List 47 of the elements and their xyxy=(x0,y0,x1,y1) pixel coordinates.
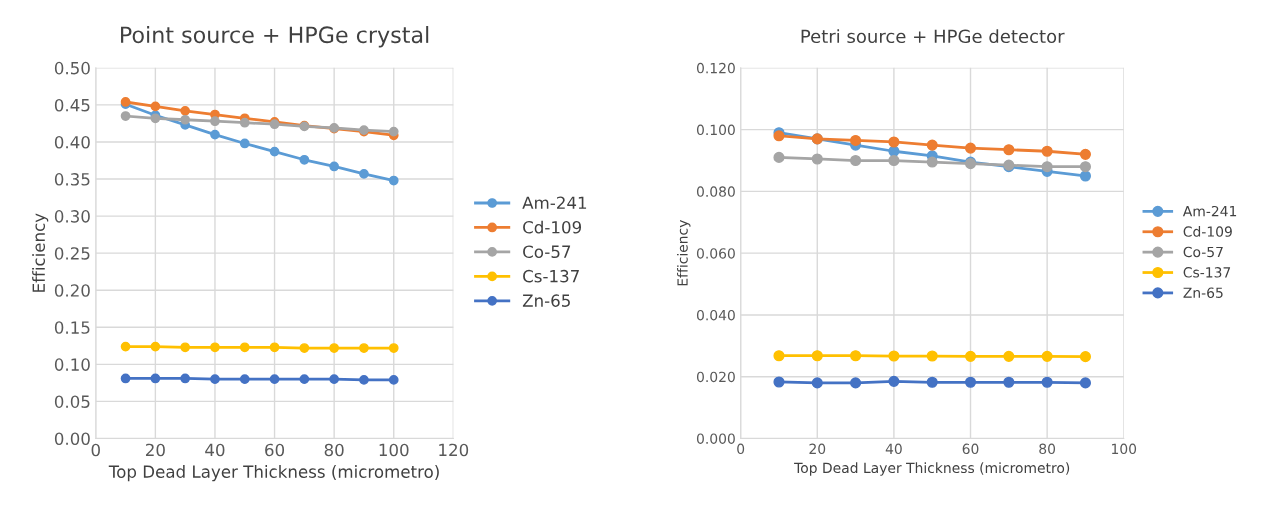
y-axis-title: Efficiency xyxy=(32,213,49,292)
y-tick-label: 0.000 xyxy=(696,433,735,444)
y-tick-label: 0.20 xyxy=(54,284,90,297)
y-tick-label: 0.50 xyxy=(54,61,90,75)
y-tick-label: 0.25 xyxy=(54,247,90,260)
y-tick-label: 0.30 xyxy=(54,210,90,223)
legend-label: Zn-65 xyxy=(522,294,570,307)
y-axis-title: Efficiency xyxy=(677,220,691,286)
legend-label: Cd-109 xyxy=(1183,226,1232,237)
legend-label: Am-241 xyxy=(1182,205,1237,217)
y-tick-label: 0.040 xyxy=(696,309,735,321)
legend-label: Cd-109 xyxy=(523,220,582,234)
y-tick-label: 0.10 xyxy=(54,358,90,371)
legend-label: Zn-65 xyxy=(1183,287,1223,298)
legend-label: Co-57 xyxy=(1183,246,1223,258)
x-tick-label: 80 xyxy=(324,443,344,457)
y-tick-label: 0.35 xyxy=(54,173,90,186)
y-tick-label: 0.100 xyxy=(696,124,735,136)
x-tick-label: 120 xyxy=(439,443,469,457)
y-tick-label: 0.15 xyxy=(54,321,90,334)
y-tick-label: 0.060 xyxy=(696,248,735,259)
x-tick-label: 20 xyxy=(145,443,165,457)
x-tick-label: 0 xyxy=(737,443,745,455)
x-tick-label: 80 xyxy=(1039,443,1056,455)
x-tick-label: 40 xyxy=(205,443,225,457)
y-tick-label: 0.080 xyxy=(696,186,735,197)
x-tick-label: 100 xyxy=(379,443,409,457)
y-tick-label: 0.120 xyxy=(696,62,735,74)
x-tick-label: 20 xyxy=(809,443,826,455)
legend-label: Cs-137 xyxy=(1183,267,1231,278)
x-tick-label: 100 xyxy=(1112,443,1137,455)
legend-label: Cs-137 xyxy=(523,269,579,283)
x-tick-label: 60 xyxy=(265,443,285,457)
y-tick-label: 0.020 xyxy=(696,371,735,383)
y-tick-label: 0.40 xyxy=(54,135,90,149)
x-tick-label: 60 xyxy=(962,443,979,455)
y-tick-label: 0.05 xyxy=(54,395,90,408)
x-axis-title: Top Dead Layer Thickness (micrometro) xyxy=(794,462,1070,476)
x-tick-label: 40 xyxy=(885,443,902,455)
legend-label: Am-241 xyxy=(522,196,587,209)
y-tick-label: 0.45 xyxy=(54,98,90,112)
chart-title: Petri source + HPGe detector xyxy=(801,29,1065,44)
y-tick-label: 0.00 xyxy=(54,432,90,446)
x-tick-label: 0 xyxy=(91,443,100,457)
chart-title: Point source + HPGe crystal xyxy=(121,25,429,48)
x-axis-title: Top Dead Layer Thickness (micrometro) xyxy=(108,465,439,482)
legend-label: Co-57 xyxy=(523,245,571,259)
